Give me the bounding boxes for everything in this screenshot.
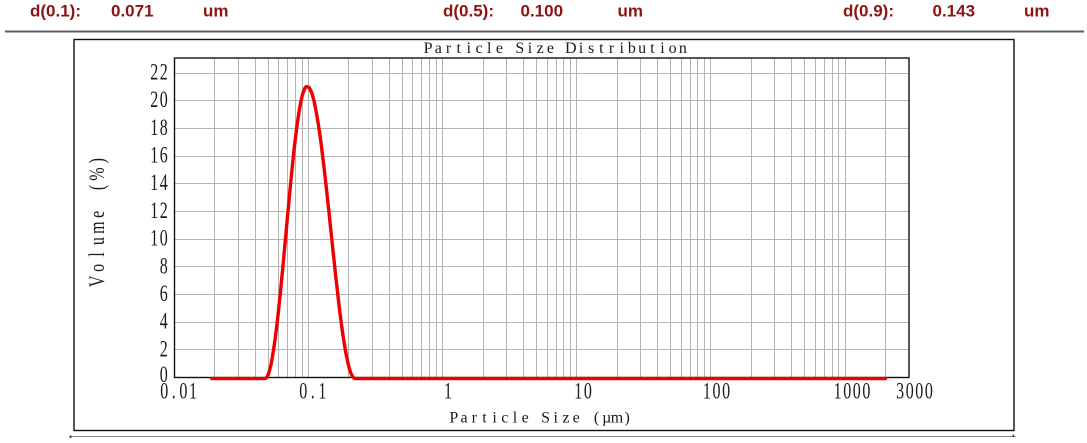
svg-text:s: s [588, 40, 594, 57]
svg-text:(: ( [86, 185, 110, 190]
svg-text:1: 1 [318, 379, 326, 404]
svg-text:S: S [515, 40, 524, 57]
svg-text:t: t [482, 409, 487, 426]
svg-text:b: b [628, 40, 636, 57]
svg-text:0: 0 [160, 379, 168, 404]
svg-text:0: 0 [862, 379, 870, 404]
svg-text:1: 1 [150, 143, 158, 168]
svg-text:um: um [1024, 1, 1050, 20]
svg-text:z: z [537, 40, 544, 57]
svg-text:8: 8 [160, 115, 168, 140]
svg-text:1: 1 [703, 379, 711, 404]
svg-text:0: 0 [160, 226, 168, 251]
svg-text:S: S [541, 409, 550, 426]
svg-text:2: 2 [160, 60, 168, 85]
svg-text:o: o [669, 40, 677, 57]
svg-text:0.100: 0.100 [521, 1, 564, 20]
svg-text:µ: µ [602, 409, 611, 426]
svg-text:0: 0 [722, 379, 730, 404]
svg-text:a: a [461, 409, 468, 426]
svg-text:2: 2 [150, 88, 158, 113]
svg-text:P: P [449, 409, 458, 426]
svg-text:2: 2 [160, 337, 168, 362]
svg-text:1: 1 [150, 226, 158, 251]
svg-text:c: c [501, 409, 508, 426]
svg-text:1: 1 [834, 379, 842, 404]
svg-text:i: i [467, 40, 472, 57]
svg-text:0: 0 [160, 88, 168, 113]
svg-text:0: 0 [713, 379, 721, 404]
svg-text:1: 1 [574, 379, 582, 404]
svg-text:): ) [624, 409, 629, 426]
svg-text:0: 0 [843, 379, 851, 404]
svg-text:0: 0 [925, 379, 933, 404]
svg-text:1: 1 [150, 171, 158, 196]
svg-text:D: D [565, 40, 577, 57]
svg-text:l: l [86, 252, 110, 257]
svg-text:1: 1 [189, 379, 197, 404]
svg-text:1: 1 [150, 115, 158, 140]
svg-text:u: u [638, 40, 646, 57]
svg-text:i: i [492, 409, 497, 426]
svg-text:8: 8 [160, 254, 168, 279]
svg-text:i: i [579, 40, 584, 57]
svg-text:i: i [620, 40, 625, 57]
svg-text:t: t [599, 40, 604, 57]
svg-text:um: um [618, 1, 644, 20]
svg-text:i: i [660, 40, 665, 57]
svg-text:d(0.1):: d(0.1): [30, 1, 81, 20]
svg-text:d(0.9):: d(0.9): [843, 1, 894, 20]
svg-text:m: m [86, 221, 110, 233]
svg-text:r: r [446, 40, 452, 57]
svg-text:V: V [86, 276, 110, 288]
svg-text:m: m [611, 409, 624, 426]
svg-text:0.071: 0.071 [111, 1, 154, 20]
svg-text:c: c [476, 40, 483, 57]
svg-text:(: ( [594, 409, 599, 426]
svg-text:2: 2 [160, 198, 168, 223]
svg-text:0: 0 [160, 363, 168, 388]
svg-text:): ) [86, 158, 110, 163]
svg-text:3: 3 [896, 379, 904, 404]
svg-text:l: l [487, 40, 492, 57]
svg-text:0: 0 [584, 379, 592, 404]
svg-text:4: 4 [160, 309, 168, 334]
svg-text:e: e [496, 40, 503, 57]
svg-text:r: r [609, 40, 615, 57]
svg-text:%: % [86, 167, 110, 180]
svg-text:i: i [554, 409, 559, 426]
svg-text:i: i [528, 40, 533, 57]
svg-text:.: . [172, 379, 176, 404]
svg-text:d(0.5):: d(0.5): [443, 1, 494, 20]
svg-text:2: 2 [150, 60, 158, 85]
svg-text:o: o [86, 264, 110, 272]
svg-text:n: n [679, 40, 687, 57]
svg-text:um: um [203, 1, 229, 20]
svg-text:t: t [650, 40, 655, 57]
svg-text:l: l [513, 409, 518, 426]
svg-text:r: r [472, 409, 478, 426]
svg-text:0: 0 [906, 379, 914, 404]
svg-text:6: 6 [160, 143, 168, 168]
svg-text:0: 0 [915, 379, 923, 404]
svg-text:0: 0 [299, 379, 307, 404]
svg-text:e: e [547, 40, 554, 57]
svg-text:0: 0 [179, 379, 187, 404]
svg-text:1: 1 [150, 198, 158, 223]
svg-text:0.143: 0.143 [933, 1, 976, 20]
svg-text:P: P [424, 40, 433, 57]
svg-text:z: z [562, 409, 569, 426]
svg-text:e: e [86, 211, 110, 218]
svg-text:e: e [573, 409, 580, 426]
svg-text:4: 4 [160, 171, 168, 196]
svg-text:u: u [86, 237, 110, 245]
svg-text:e: e [522, 409, 529, 426]
svg-text:t: t [456, 40, 461, 57]
svg-text:a: a [435, 40, 442, 57]
svg-text:1: 1 [444, 379, 452, 404]
svg-text:6: 6 [160, 281, 168, 306]
svg-text:.: . [311, 379, 315, 404]
svg-text:0: 0 [853, 379, 861, 404]
